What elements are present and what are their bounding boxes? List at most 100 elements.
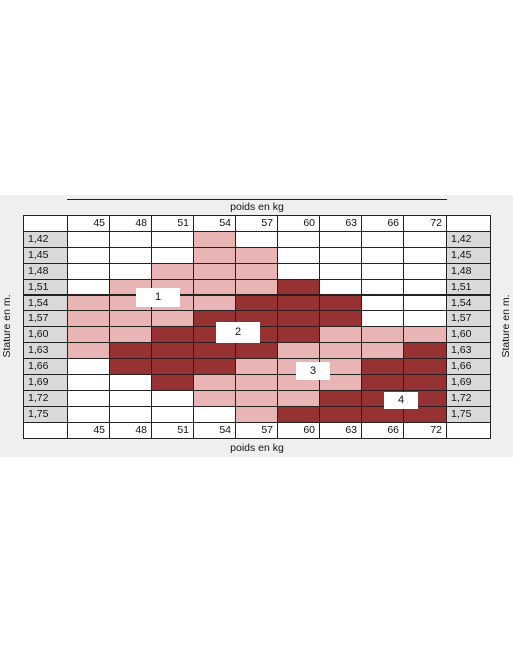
x-tick-label-top: 45 xyxy=(67,215,110,232)
heatmap-cell xyxy=(151,389,194,407)
y-tick-label-left: 1,63 xyxy=(23,342,68,360)
heatmap-cell xyxy=(235,278,278,296)
heatmap-cell xyxy=(193,405,236,423)
heatmap-cell xyxy=(151,326,194,344)
heatmap-cell xyxy=(67,389,110,407)
y-tick-label-right: 1,63 xyxy=(446,342,491,360)
x-tick-label-top: 54 xyxy=(193,215,236,232)
x-tick-label-bottom: 51 xyxy=(151,421,194,439)
heatmap-cell xyxy=(277,230,320,248)
corner-top-right xyxy=(446,215,491,232)
x-tick-label-bottom: 60 xyxy=(277,421,320,439)
heatmap-cell xyxy=(235,374,278,391)
y-tick-label-left: 1,42 xyxy=(23,230,68,248)
y-tick-label-right: 1,51 xyxy=(446,278,491,296)
x-tick-label-top: 51 xyxy=(151,215,194,232)
x-tick-label-top: 72 xyxy=(403,215,447,232)
heatmap-cell xyxy=(277,389,320,407)
heatmap-cell xyxy=(67,246,110,264)
heatmap-cell xyxy=(67,342,110,360)
heatmap-cell xyxy=(403,262,447,280)
heatmap-cell xyxy=(151,246,194,264)
heatmap-cell xyxy=(319,326,362,344)
top-rule xyxy=(67,199,447,200)
x-tick-label-bottom: 54 xyxy=(193,421,236,439)
heatmap-cell xyxy=(361,294,404,312)
heatmap-cell xyxy=(193,230,236,248)
heatmap-cell xyxy=(193,342,236,360)
heatmap-cell xyxy=(361,246,404,264)
heatmap-cell xyxy=(403,342,447,360)
heatmap-cell xyxy=(67,358,110,375)
heatmap-cell xyxy=(403,310,447,328)
heatmap-cell xyxy=(109,310,152,328)
heatmap-cell xyxy=(235,405,278,423)
heatmap-cell xyxy=(403,246,447,264)
heatmap-cell xyxy=(277,310,320,328)
heatmap-cell xyxy=(151,310,194,328)
y-tick-label-right: 1,45 xyxy=(446,246,491,264)
y-tick-label-right: 1,60 xyxy=(446,326,491,344)
heatmap-cell xyxy=(319,246,362,264)
zone-label: 2 xyxy=(216,322,260,343)
zone-label: 1 xyxy=(136,288,180,307)
y-tick-label-right: 1,48 xyxy=(446,262,491,280)
y-tick-label-right: 1,75 xyxy=(446,405,491,423)
corner-top-left xyxy=(23,215,68,232)
heatmap-cell xyxy=(403,326,447,344)
heatmap-cell xyxy=(109,246,152,264)
heatmap-cell xyxy=(193,389,236,407)
heatmap-cell xyxy=(193,374,236,391)
heatmap-cell xyxy=(361,374,404,391)
heatmap-cell xyxy=(277,294,320,312)
heatmap-cell xyxy=(193,358,236,375)
y-tick-label-left: 1,57 xyxy=(23,310,68,328)
y-tick-label-left: 1,54 xyxy=(23,294,68,312)
heatmap-cell xyxy=(193,294,236,312)
heatmap-cell xyxy=(319,278,362,296)
heatmap-cell xyxy=(277,405,320,423)
x-tick-label-top: 57 xyxy=(235,215,278,232)
corner-bottom-right xyxy=(446,421,491,439)
heatmap-cell xyxy=(193,246,236,264)
y-tick-label-right: 1,42 xyxy=(446,230,491,248)
heatmap-cell xyxy=(361,342,404,360)
y-tick-label-left: 1,51 xyxy=(23,278,68,296)
y-tick-label-right: 1,54 xyxy=(446,294,491,312)
zone-label: 3 xyxy=(296,362,330,380)
y-tick-label-left: 1,45 xyxy=(23,246,68,264)
y-tick-label-left: 1,48 xyxy=(23,262,68,280)
heatmap-cell xyxy=(109,230,152,248)
x-tick-label-bottom: 63 xyxy=(319,421,362,439)
heatmap-cell xyxy=(361,278,404,296)
heatmap-cell xyxy=(361,358,404,375)
heatmap-cell xyxy=(193,278,236,296)
heatmap-cell xyxy=(361,326,404,344)
heatmap-cell xyxy=(361,262,404,280)
x-tick-label-bottom: 66 xyxy=(361,421,404,439)
heatmap-cell xyxy=(67,262,110,280)
heatmap-cell xyxy=(235,358,278,375)
x-axis-title-top: poids en kg xyxy=(230,201,284,213)
heatmap-cell xyxy=(151,262,194,280)
zone-label: 4 xyxy=(384,392,418,409)
x-tick-label-top: 63 xyxy=(319,215,362,232)
heatmap-cell xyxy=(235,230,278,248)
x-tick-label-top: 60 xyxy=(277,215,320,232)
y-tick-label-right: 1,66 xyxy=(446,358,491,375)
heatmap-cell xyxy=(277,326,320,344)
heatmap-cell xyxy=(193,262,236,280)
heatmap-cell xyxy=(277,278,320,296)
heatmap-cell xyxy=(109,358,152,375)
heatmap-cell xyxy=(235,246,278,264)
y-tick-label-right: 1,57 xyxy=(446,310,491,328)
heatmap-cell xyxy=(235,342,278,360)
x-tick-label-bottom: 48 xyxy=(109,421,152,439)
heatmap-cell xyxy=(151,374,194,391)
heatmap-cell xyxy=(151,342,194,360)
heatmap-cell xyxy=(67,405,110,423)
heatmap-cell xyxy=(67,294,110,312)
heatmap-cell xyxy=(277,342,320,360)
heatmap-cell xyxy=(403,358,447,375)
heatmap-cell xyxy=(151,230,194,248)
